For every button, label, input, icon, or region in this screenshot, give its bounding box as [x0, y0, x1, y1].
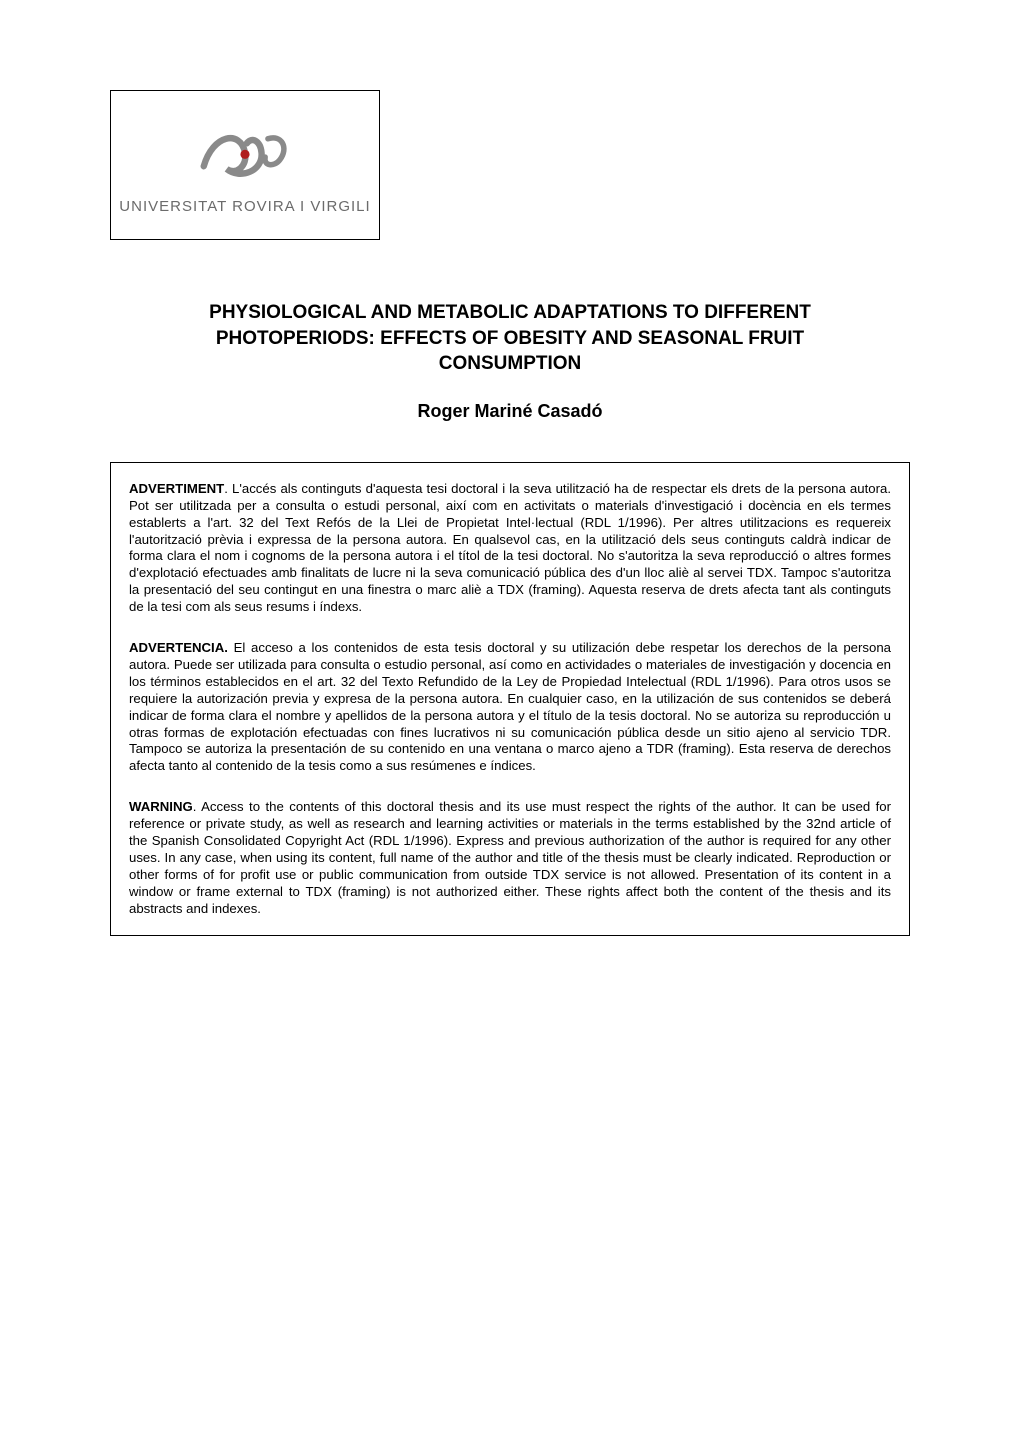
notice-english-lead: WARNING: [129, 799, 193, 814]
title-line-3: CONSUMPTION: [150, 351, 870, 377]
title-line-2: PHOTOPERIODS: EFFECTS OF OBESITY AND SEA…: [150, 326, 870, 352]
page: UNIVERSITAT ROVIRA I VIRGILI PHYSIOLOGIC…: [0, 0, 1020, 1442]
notice-english: WARNING. Access to the contents of this …: [129, 799, 891, 917]
institution-name: UNIVERSITAT ROVIRA I VIRGILI: [119, 198, 370, 215]
notice-catalan-text: . L'accés als continguts d'aquesta tesi …: [129, 481, 891, 614]
notice-english-text: . Access to the contents of this doctora…: [129, 799, 891, 915]
urv-logo-icon: [190, 115, 300, 190]
author-name: Roger Mariné Casadó: [110, 401, 910, 422]
notice-catalan-lead: ADVERTIMENT: [129, 481, 224, 496]
title-line-1: PHYSIOLOGICAL AND METABOLIC ADAPTATIONS …: [150, 300, 870, 326]
notice-catalan: ADVERTIMENT. L'accés als continguts d'aq…: [129, 481, 891, 616]
notice-spanish: ADVERTENCIA. El acceso a los contenidos …: [129, 640, 891, 775]
rights-notice-box: ADVERTIMENT. L'accés als continguts d'aq…: [110, 462, 910, 936]
notice-spanish-text: El acceso a los contenidos de esta tesis…: [129, 640, 891, 773]
thesis-title: PHYSIOLOGICAL AND METABOLIC ADAPTATIONS …: [150, 300, 870, 377]
institution-logo-box: UNIVERSITAT ROVIRA I VIRGILI: [110, 90, 380, 240]
notice-spanish-lead: ADVERTENCIA.: [129, 640, 228, 655]
